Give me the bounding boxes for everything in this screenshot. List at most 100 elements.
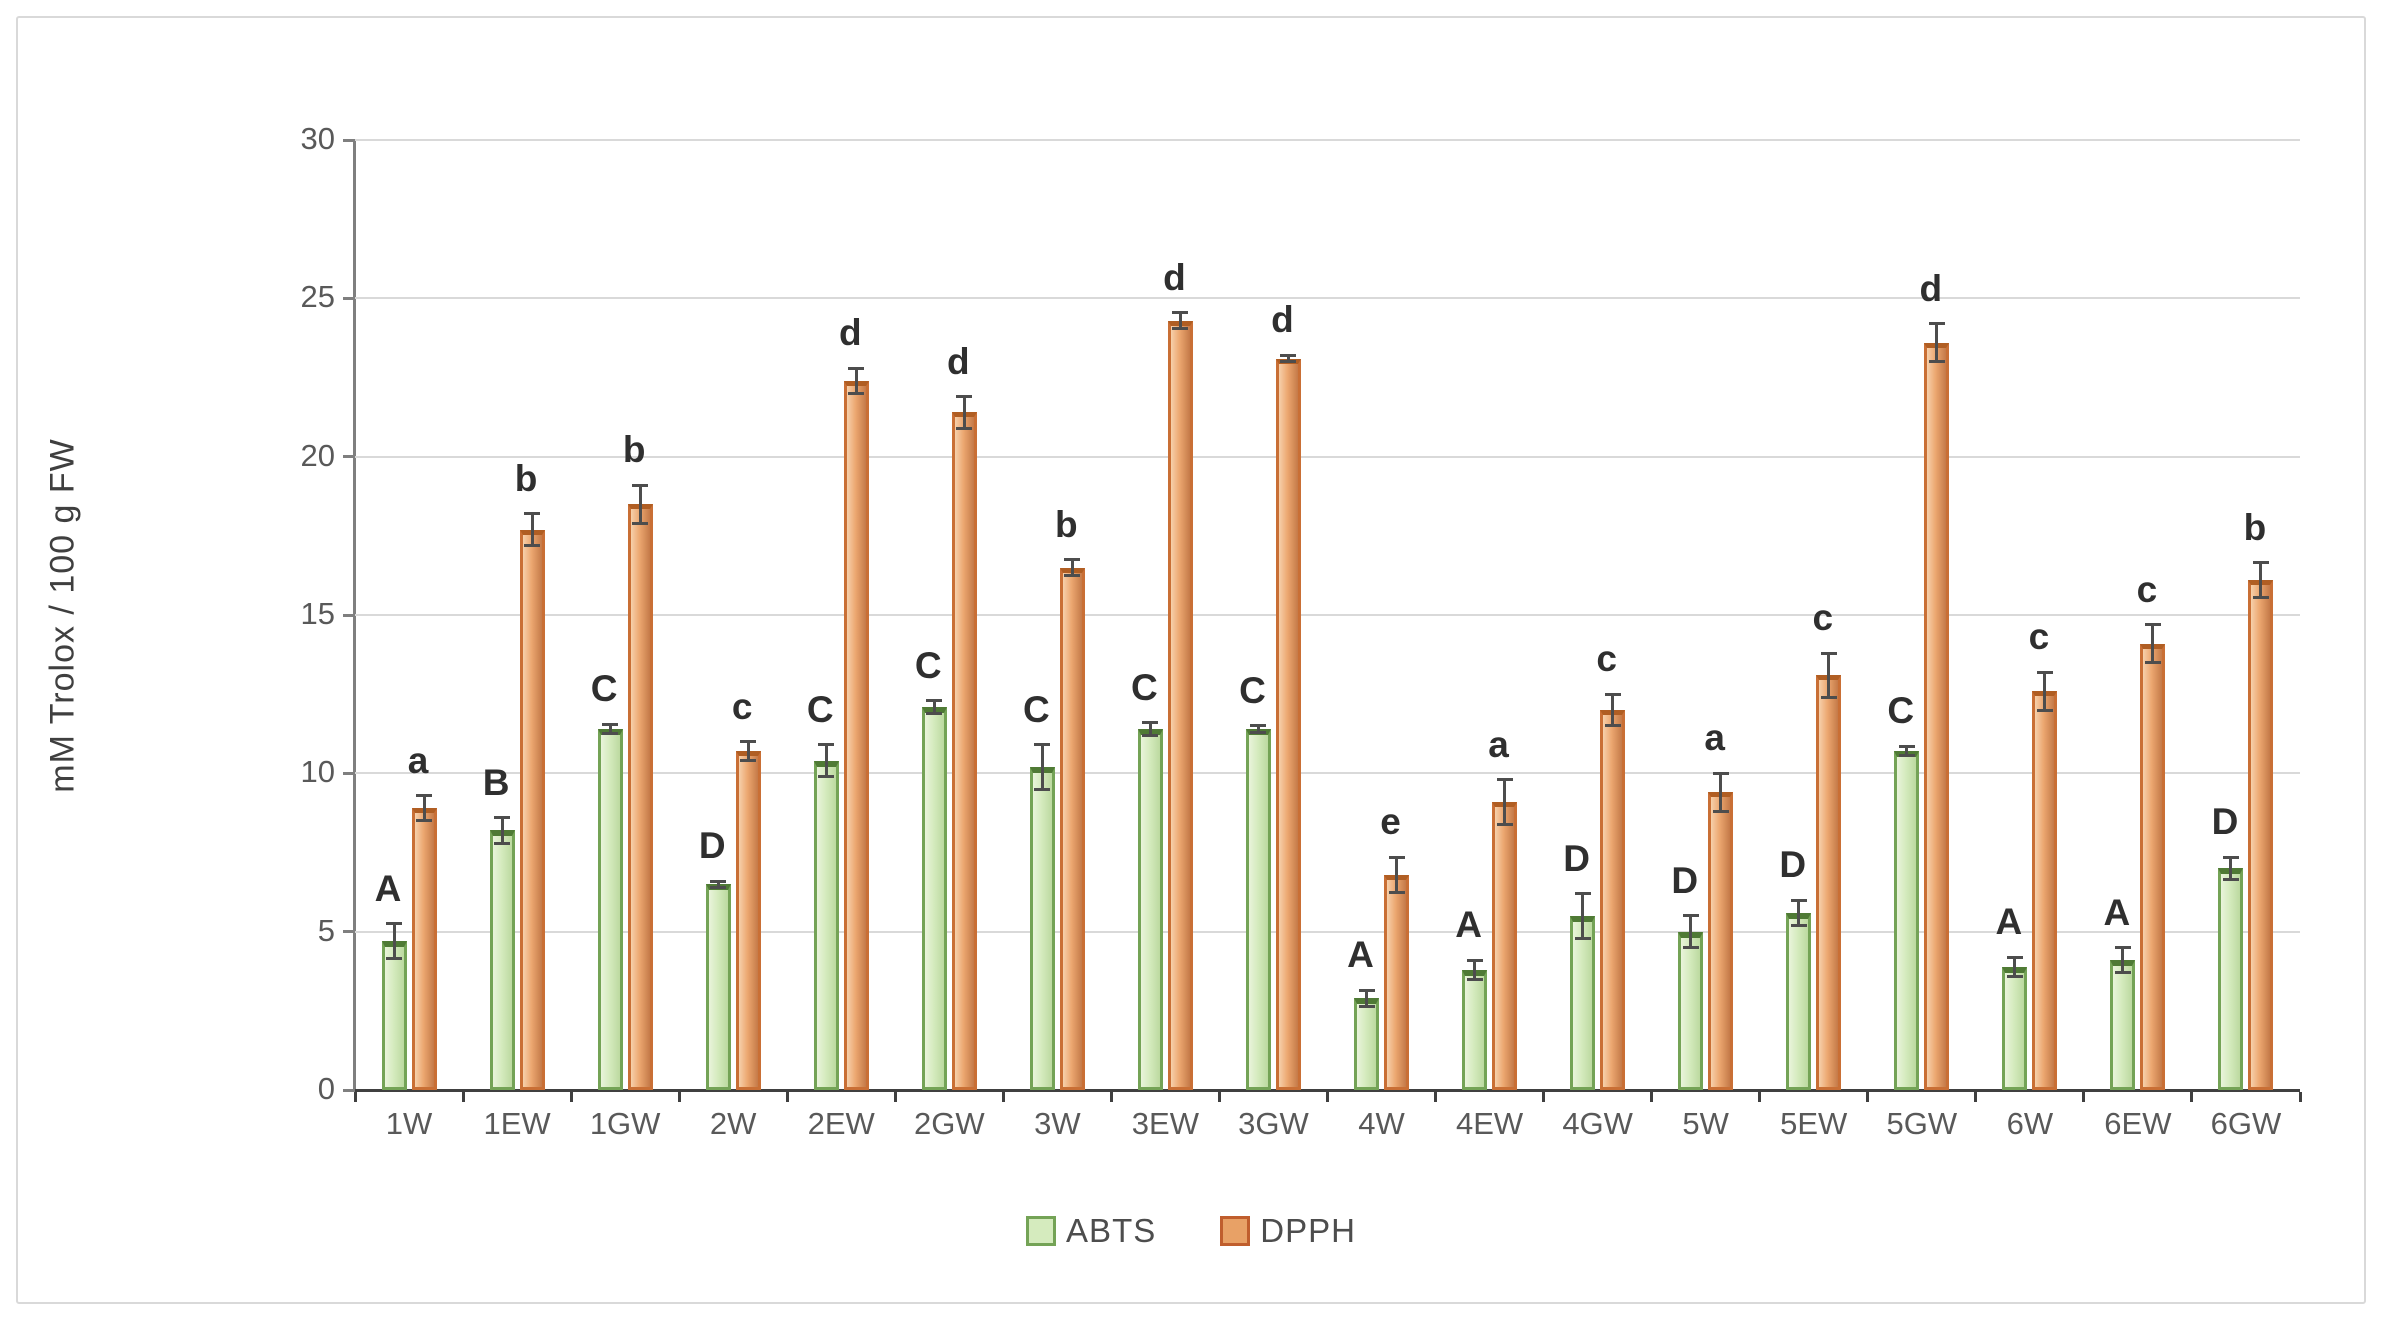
x-axis-tick [677, 1092, 681, 1102]
x-axis-tick [1866, 1092, 1870, 1102]
error-cap-bottom [1466, 977, 1483, 981]
dpph-bar-4EW [1492, 801, 1518, 1090]
error-cap-bottom [2114, 971, 2131, 975]
error-bar-dpph-5W [1719, 773, 1723, 812]
error-bar-dpph-1W [422, 795, 426, 821]
gridline-10 [355, 772, 2300, 775]
legend-item-abts: ABTS [1026, 1212, 1156, 1250]
error-cap-top [2222, 855, 2239, 859]
y-axis-tick-5 [343, 930, 355, 934]
significance-letter-dpph-6EW: c [2136, 568, 2158, 610]
legend-item-dpph: DPPH [1220, 1212, 1356, 1250]
significance-letter-abts-2GW: C [914, 644, 942, 686]
y-tick-label-20: 20 [300, 437, 335, 473]
error-bar-dpph-4W [1395, 857, 1399, 893]
dpph-legend-label: DPPH [1260, 1212, 1356, 1249]
error-cap-bottom [386, 957, 403, 961]
significance-letter-abts-3GW: C [1239, 669, 1266, 711]
error-cap-top [1142, 721, 1159, 725]
dpph-bar-2W [735, 751, 761, 1090]
x-category-label-1GW: 1GW [589, 1106, 661, 1141]
dpph-bar-2EW [843, 380, 869, 1090]
error-bar-dpph-4EW [1503, 779, 1507, 824]
x-category-label-5EW: 5EW [1780, 1106, 1848, 1141]
y-tick-label-10: 10 [300, 754, 335, 790]
dpph-bar-6W [2032, 691, 2058, 1090]
x-category-label-1EW: 1EW [483, 1106, 551, 1141]
error-bar-abts-1GW [608, 724, 612, 734]
x-axis-tick [1217, 1092, 1221, 1102]
significance-letter-dpph-5GW: d [1919, 267, 1943, 309]
error-cap-top [740, 740, 757, 744]
significance-letter-dpph-3W: b [1055, 503, 1078, 545]
error-bar-abts-1W [392, 923, 396, 959]
error-cap-bottom [818, 775, 835, 778]
error-bar-abts-4GW [1581, 893, 1585, 938]
error-cap-bottom [2036, 708, 2053, 712]
abts-legend-label: ABTS [1066, 1212, 1157, 1249]
y-axis-title-text: mM Trolox / 100 g FW [43, 437, 82, 793]
significance-letter-abts-5GW: C [1887, 690, 1915, 732]
error-cap-bottom [1790, 923, 1807, 927]
y-axis-tick-30 [343, 138, 355, 142]
x-axis-tick [785, 1092, 789, 1102]
dpph-bar-1EW [519, 529, 545, 1090]
error-cap-top [386, 922, 403, 926]
error-cap-bottom [1388, 890, 1405, 894]
y-tick-label-30: 30 [300, 121, 335, 156]
abts-bar-4GW [1570, 915, 1596, 1090]
abts-bar-3GW [1245, 729, 1271, 1090]
error-cap-top [1928, 322, 1945, 326]
x-category-label-1W: 1W [385, 1106, 433, 1141]
error-cap-bottom [2222, 877, 2239, 881]
significance-letter-abts-2EW: C [806, 688, 834, 730]
error-bar-dpph-1EW [530, 513, 534, 546]
dpph-legend-swatch [1220, 1216, 1251, 1246]
dpph-bar-6GW [2248, 580, 2274, 1090]
error-bar-dpph-5GW [1935, 323, 1939, 362]
significance-letter-abts-4EW: A [1455, 904, 1482, 946]
error-cap-top [1358, 988, 1375, 992]
dpph-bar-1W [411, 808, 437, 1090]
y-axis-tick-15 [343, 613, 355, 617]
x-axis-tick [1650, 1092, 1654, 1102]
significance-letter-dpph-1W: a [407, 739, 429, 781]
x-category-label-6EW: 6EW [2104, 1106, 2172, 1141]
error-cap-bottom [1064, 573, 1081, 577]
significance-letter-abts-5EW: D [1779, 844, 1807, 885]
error-cap-top [956, 395, 973, 398]
error-cap-top [416, 794, 433, 797]
significance-letter-dpph-4EW: a [1488, 723, 1509, 765]
x-category-label-4GW: 4GW [1562, 1106, 1633, 1141]
error-cap-bottom [2252, 596, 2269, 600]
error-bar-dpph-5EW [1827, 653, 1831, 698]
x-axis-tick [1542, 1092, 1546, 1102]
dpph-bar-3EW [1167, 320, 1193, 1090]
significance-letter-abts-6W: A [1995, 901, 2023, 942]
error-cap-top [2144, 623, 2161, 626]
significance-letter-dpph-5W: a [1704, 717, 1725, 759]
error-cap-bottom [956, 426, 973, 430]
x-category-label-5GW: 5GW [1886, 1106, 1958, 1141]
error-cap-bottom [1712, 809, 1729, 813]
error-cap-bottom [524, 543, 541, 547]
error-cap-top [2252, 561, 2269, 565]
error-cap-top [632, 483, 649, 487]
significance-letter-dpph-3EW: d [1163, 256, 1186, 298]
error-bar-abts-6GW [2229, 857, 2233, 880]
y-tick-label-5: 5 [317, 912, 335, 948]
error-cap-top [1604, 692, 1621, 696]
error-cap-top [494, 816, 511, 820]
abts-bar-3EW [1137, 729, 1163, 1090]
y-tick-label-15: 15 [300, 596, 335, 631]
significance-letter-abts-1EW: B [482, 761, 510, 803]
error-bar-abts-2EW [824, 744, 828, 777]
error-bar-abts-2GW [932, 700, 936, 714]
significance-letter-dpph-4W: e [1380, 801, 1401, 843]
error-cap-bottom [848, 391, 865, 395]
error-bar-abts-4W [1365, 990, 1369, 1007]
significance-letter-dpph-3GW: d [1271, 299, 1294, 341]
error-cap-bottom [710, 885, 727, 889]
y-axis-tick-0 [343, 1088, 355, 1092]
